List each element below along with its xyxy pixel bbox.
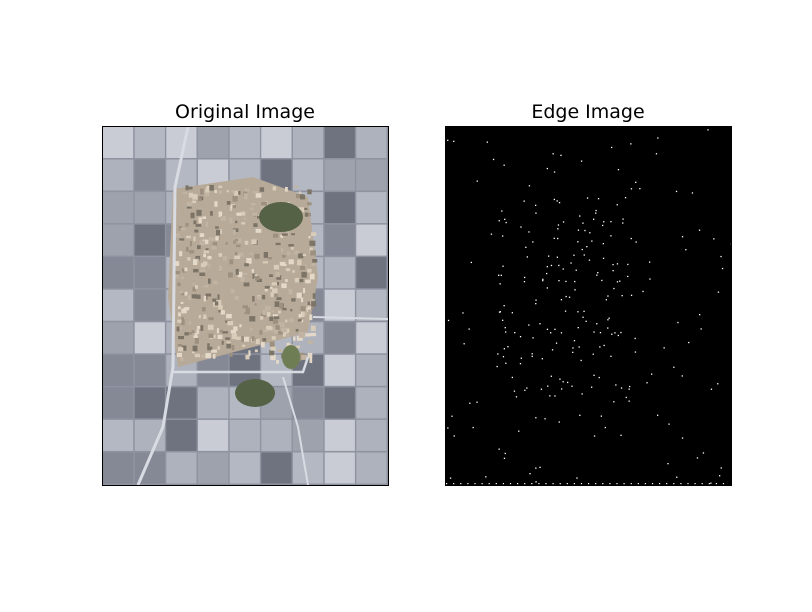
original-image-panel [102, 126, 389, 486]
edge-map [446, 129, 731, 485]
aerial-photo [103, 127, 388, 485]
original-image-title: Original Image [175, 101, 315, 123]
edge-image-panel [445, 126, 732, 486]
edge-image-title: Edge Image [531, 101, 645, 123]
